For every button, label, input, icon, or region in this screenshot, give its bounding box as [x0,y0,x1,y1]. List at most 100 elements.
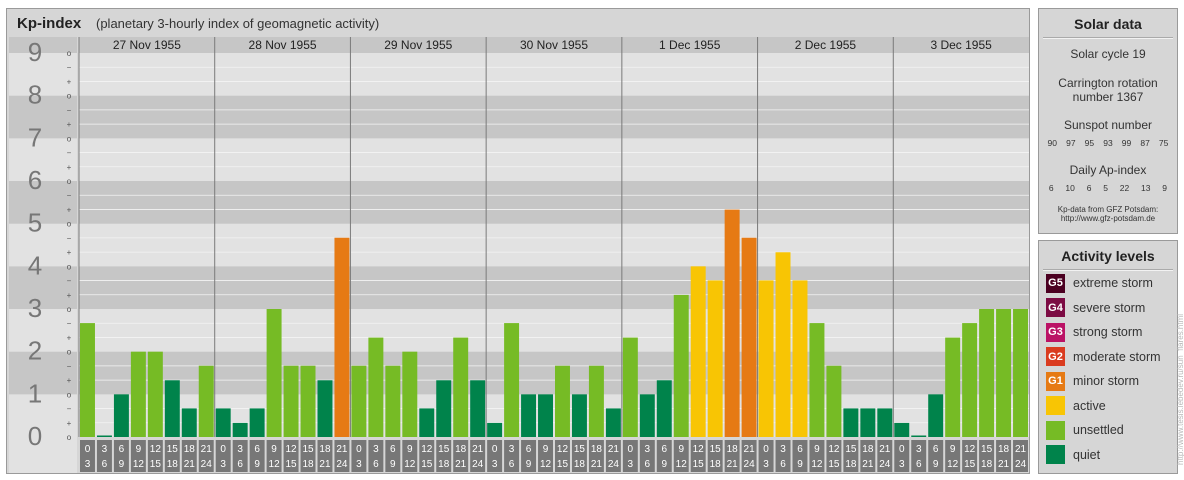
interval-start: 21 [879,444,891,455]
plot-band [79,351,1029,395]
level-label: quiet [1073,447,1101,462]
tick-band [61,138,77,181]
interval-cell [419,440,435,472]
ap-value: 5 [1103,183,1108,193]
axis-band [9,437,77,473]
minor-tick: − [67,149,72,158]
y-axis-label: 1 [28,378,42,408]
interval-end: 3 [628,459,634,470]
y-axis-label: 0 [28,421,42,451]
level-swatch: G1 [1046,371,1065,391]
interval-start: 6 [526,444,532,455]
solar-data-title: Solar data [1074,16,1142,32]
sunspot-values: 90 97 95 93 99 87 75 [1039,138,1177,148]
interval-start: 0 [220,444,226,455]
minor-tick: − [67,277,72,286]
interval-end: 21 [591,459,603,470]
interval-start: 12 [150,444,162,455]
axis-band [9,266,61,309]
interval-end: 15 [150,459,162,470]
kp-chart-panel: Kp-index (planetary 3-hourly index of ge… [6,8,1030,474]
level-item-strong-storm: G3 strong storm [1046,322,1142,342]
interval-end: 15 [964,459,976,470]
interval-cell [877,440,893,472]
interval-cell [843,440,859,472]
y-axis-label: 6 [28,165,42,195]
minor-tick: + [67,163,72,172]
interval-end: 12 [404,459,416,470]
interval-cell [690,440,706,472]
minor-tick: + [67,205,72,214]
interval-cell [334,440,350,472]
interval-end: 15 [557,459,569,470]
kp-bar [979,309,995,437]
kp-bar [639,394,655,437]
interval-cell [249,440,265,472]
kp-bar [622,337,638,437]
kp-bar [385,365,401,437]
y-axis-label: 2 [28,336,42,366]
interval-end: 24 [472,459,484,470]
interval-end: 12 [133,459,145,470]
axis-band [9,394,61,437]
level-swatch [1046,445,1065,464]
tick-band [61,266,77,309]
day-label: 2 Dec 1955 [795,38,857,52]
ap-value: 10 [1065,183,1075,193]
kp-bar [571,394,587,437]
watermark: http://www.tesis.lebedev.ru/sun_flares.h… [1176,313,1184,465]
interval-end: 15 [421,459,433,470]
kp-bar [707,280,723,437]
interval-end: 12 [269,459,281,470]
interval-start: 15 [167,444,179,455]
interval-end: 3 [356,459,362,470]
y-axis-label: 8 [28,80,42,110]
kp-chart: 0123456789o+o+−o+−o+−o+−o+−o+−o+−o+−o−27… [9,37,1029,473]
kp-bar [656,380,672,437]
minor-tick: − [67,319,72,328]
interval-end: 21 [184,459,196,470]
level-label: extreme storm [1073,276,1153,290]
interval-end: 6 [102,459,108,470]
kp-bar [215,408,231,437]
interval-start: 18 [184,444,196,455]
interval-cell [809,440,825,472]
source-line-1: Kp-data from GFZ Potsdam: [1057,205,1159,214]
kp-bar [792,280,808,437]
kp-bar [775,252,791,437]
interval-cell [368,440,384,472]
plot-band [79,309,1029,352]
kp-bar [130,351,146,437]
tick-band [61,181,77,224]
kp-bar [962,323,978,437]
kp-bar [843,408,859,437]
interval-cell [232,440,248,472]
interval-start: 3 [780,444,786,455]
interval-cell [351,440,367,472]
interval-start: 0 [85,444,91,455]
kp-bar [860,408,876,437]
kp-bar [894,422,910,437]
kp-bar [945,337,961,437]
interval-cell [402,440,418,472]
interval-end: 6 [916,459,922,470]
source-line-2: http://www.gfz-potsdam.de [1060,214,1156,223]
interval-cell [962,440,978,472]
minor-tick: o [67,177,72,186]
axis-band [9,181,61,224]
interval-cell [80,440,95,472]
plot-band [79,223,1029,267]
kp-bar [436,380,452,437]
interval-cell [96,440,112,472]
interval-cell [198,440,214,472]
minor-tick: − [67,234,72,243]
interval-end: 3 [899,459,905,470]
interval-end: 9 [119,459,125,470]
kp-bar [368,337,384,437]
interval-cell [130,440,146,472]
tick-band [61,223,77,267]
interval-end: 9 [661,459,667,470]
level-item-moderate-storm: G2 moderate storm [1046,347,1161,367]
sunspot-value: 90 [1047,138,1058,148]
interval-start: 6 [390,444,396,455]
